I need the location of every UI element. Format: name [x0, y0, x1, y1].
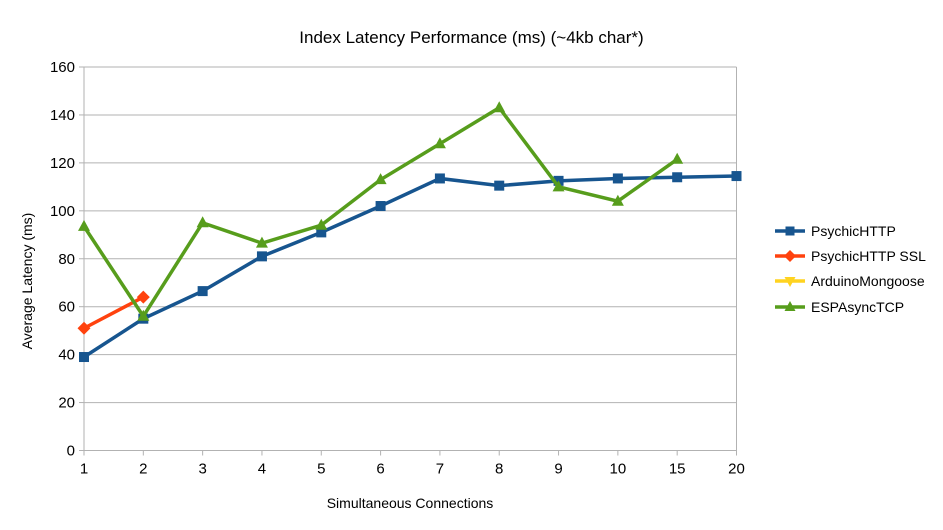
chart-title: Index Latency Performance (ms) (~4kb cha… [299, 28, 644, 47]
series-marker-espasynctcp [552, 180, 565, 192]
y-tick-label: 60 [58, 299, 75, 316]
x-tick-label: 3 [198, 461, 206, 478]
series-marker-espasynctcp [671, 152, 684, 164]
series-marker-espasynctcp [255, 236, 268, 248]
legend: PsychicHTTP PsychicHTTP SSL ArduinoMongoos… [775, 218, 926, 320]
series-marker-psychichttp-ssl [77, 321, 91, 335]
x-tick-label: 9 [554, 461, 562, 478]
series-marker-psychichttp [316, 227, 327, 238]
x-axis-title: Simultaneous Connections [326, 495, 494, 511]
legend-item-arduinomongoose: ArduinoMongoose [775, 269, 926, 294]
series-marker-psychichttp [375, 201, 386, 212]
triangle-up-legend-marker-icon [775, 300, 805, 311]
legend-marker-shape [784, 250, 796, 263]
diamond-legend-marker-icon [775, 250, 805, 263]
y-tick-label: 140 [50, 107, 75, 124]
x-tick-label: 6 [376, 461, 384, 478]
y-tick-label: 20 [58, 395, 75, 412]
x-tick-label: 8 [495, 461, 503, 478]
x-tick-label: 7 [436, 461, 444, 478]
y-tick-label: 160 [50, 59, 75, 76]
series-marker-psychichttp [494, 180, 505, 191]
x-tick-label: 10 [610, 461, 627, 478]
series-marker-espasynctcp [493, 101, 506, 113]
series-marker-espasynctcp [611, 194, 624, 206]
series-marker-espasynctcp [315, 218, 328, 230]
series-marker-espasynctcp [78, 219, 90, 231]
y-tick-label: 40 [58, 347, 75, 364]
series-marker-psychichttp [612, 173, 623, 184]
legend-label: ArduinoMongoose [811, 273, 925, 290]
series-marker-psychichttp [434, 173, 445, 184]
legend-marker-shape [785, 226, 795, 236]
legend-marker-shape [784, 277, 796, 288]
y-axis-title: Average Latency (ms) [19, 212, 35, 350]
series-marker-psychichttp [731, 171, 742, 182]
series-line-psychichttp [83, 174, 737, 359]
series-marker-espasynctcp [433, 137, 446, 149]
y-tick-label: 100 [50, 203, 75, 220]
x-tick-label: 15 [669, 461, 686, 478]
triangle-down-legend-marker-icon [775, 277, 805, 288]
square-legend-marker-icon [775, 226, 805, 236]
x-tick-label: 4 [258, 461, 266, 478]
series-marker-psychichttp-ssl [136, 290, 150, 304]
legend-item-espasynctcp: ESPAsyncTCP [775, 294, 926, 319]
x-tick-label: 5 [317, 461, 325, 478]
x-tick-label: 2 [139, 461, 147, 478]
y-tick-label: 80 [58, 251, 75, 268]
y-tick-label: 0 [67, 443, 75, 460]
series-line-espasynctcp [82, 105, 679, 320]
legend-label: ESPAsyncTCP [811, 298, 905, 315]
x-tick-label: 1 [80, 461, 88, 478]
x-tick-label: 20 [728, 461, 745, 478]
series-marker-psychichttp [197, 286, 208, 297]
y-tick-label: 120 [50, 155, 75, 172]
series-marker-psychichttp [79, 352, 89, 363]
legend-marker-shape [784, 300, 796, 311]
legend-item-psychichttp-ssl: PsychicHTTP SSL [775, 243, 926, 268]
series-marker-espasynctcp [374, 173, 387, 185]
legend-label: PsychicHTTP SSL [811, 248, 926, 265]
series-marker-psychichttp [672, 172, 683, 183]
legend-label: PsychicHTTP [811, 222, 896, 239]
series-marker-psychichttp [256, 251, 267, 262]
series-marker-espasynctcp [137, 309, 150, 321]
series-marker-espasynctcp [196, 216, 209, 228]
legend-item-psychichttp: PsychicHTTP [775, 218, 926, 243]
